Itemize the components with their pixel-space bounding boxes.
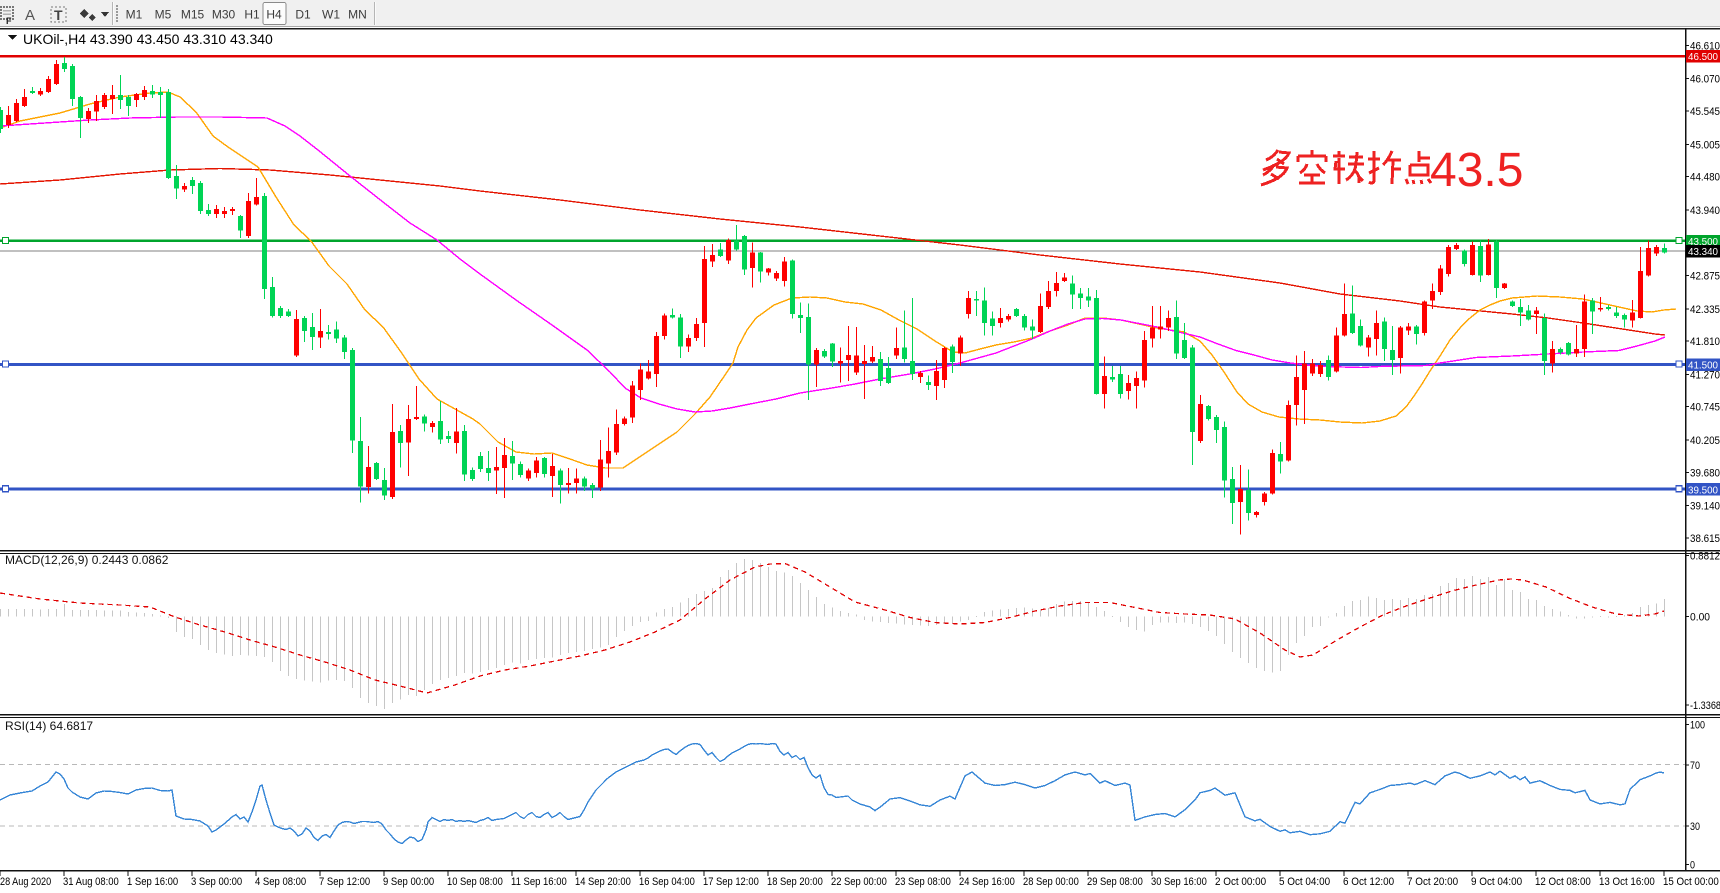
- svg-text:39.680: 39.680: [1690, 467, 1720, 479]
- svg-text:42.875: 42.875: [1690, 271, 1720, 283]
- svg-text:46.610: 46.610: [1690, 40, 1720, 52]
- svg-text:16 Sep 04:00: 16 Sep 04:00: [639, 876, 695, 888]
- svg-text:14 Sep 20:00: 14 Sep 20:00: [575, 876, 631, 888]
- svg-text:13 Oct 16:00: 13 Oct 16:00: [1599, 876, 1655, 888]
- svg-text:M5: M5: [155, 8, 172, 22]
- svg-text:40.205: 40.205: [1690, 435, 1720, 447]
- svg-text:5 Oct 04:00: 5 Oct 04:00: [1279, 876, 1330, 888]
- svg-text:MN: MN: [348, 8, 367, 22]
- svg-text:24 Sep 16:00: 24 Sep 16:00: [959, 876, 1015, 888]
- svg-text:38.615: 38.615: [1690, 533, 1720, 545]
- svg-text:9 Oct 04:00: 9 Oct 04:00: [1471, 876, 1522, 888]
- svg-text:43.340: 43.340: [1688, 246, 1718, 258]
- svg-text:70: 70: [1690, 760, 1700, 772]
- svg-text:UKOil-,H4 43.390 43.450 43.31: UKOil-,H4 43.390 43.450 43.310 43.340: [23, 31, 273, 47]
- svg-text:0: 0: [1690, 860, 1695, 872]
- svg-text:H4: H4: [266, 8, 282, 22]
- svg-text:W1: W1: [322, 8, 340, 22]
- svg-text:10 Sep 08:00: 10 Sep 08:00: [447, 876, 503, 888]
- svg-text:23 Sep 08:00: 23 Sep 08:00: [895, 876, 951, 888]
- svg-text:28 Sep 00:00: 28 Sep 00:00: [1023, 876, 1079, 888]
- svg-text:40.745: 40.745: [1690, 402, 1720, 414]
- svg-text:45.545: 45.545: [1690, 106, 1720, 118]
- svg-text:100: 100: [1690, 720, 1705, 732]
- svg-text:44.480: 44.480: [1690, 172, 1720, 184]
- svg-text:9 Sep 00:00: 9 Sep 00:00: [383, 876, 434, 888]
- svg-text:11 Sep 16:00: 11 Sep 16:00: [511, 876, 567, 888]
- svg-text:M15: M15: [181, 8, 205, 22]
- svg-text:M1: M1: [126, 8, 143, 22]
- svg-text:A: A: [25, 7, 35, 24]
- svg-text:39.140: 39.140: [1690, 501, 1720, 513]
- svg-text:-1.3368: -1.3368: [1690, 700, 1720, 712]
- svg-text:D1: D1: [295, 8, 311, 22]
- svg-text:T: T: [54, 7, 63, 23]
- svg-text:0.00: 0.00: [1690, 611, 1710, 623]
- svg-text:RSI(14) 64.6817: RSI(14) 64.6817: [5, 719, 93, 733]
- svg-text:28 Aug 2020: 28 Aug 2020: [0, 876, 51, 888]
- svg-text:41.500: 41.500: [1688, 360, 1718, 372]
- svg-text:29 Sep 08:00: 29 Sep 08:00: [1087, 876, 1143, 888]
- svg-text:MACD(12,26,9) 0.2443 0.0862: MACD(12,26,9) 0.2443 0.0862: [5, 553, 169, 567]
- svg-text:7 Sep 12:00: 7 Sep 12:00: [319, 876, 370, 888]
- svg-text:2 Oct 00:00: 2 Oct 00:00: [1215, 876, 1266, 888]
- svg-text:3 Sep 00:00: 3 Sep 00:00: [191, 876, 242, 888]
- svg-text:7 Oct 20:00: 7 Oct 20:00: [1407, 876, 1458, 888]
- svg-text:31 Aug 08:00: 31 Aug 08:00: [63, 876, 119, 888]
- svg-text:18 Sep 20:00: 18 Sep 20:00: [767, 876, 823, 888]
- svg-text:F: F: [6, 16, 12, 26]
- svg-text:43.5: 43.5: [1430, 144, 1523, 197]
- svg-text:15 Oct 00:00: 15 Oct 00:00: [1663, 876, 1719, 888]
- svg-text:0.8812: 0.8812: [1690, 551, 1720, 563]
- svg-text:41.270: 41.270: [1690, 369, 1720, 381]
- svg-text:42.335: 42.335: [1690, 304, 1720, 316]
- svg-text:4 Sep 08:00: 4 Sep 08:00: [255, 876, 306, 888]
- svg-text:6 Oct 12:00: 6 Oct 12:00: [1343, 876, 1394, 888]
- svg-text:30: 30: [1690, 821, 1700, 833]
- svg-text:H1: H1: [244, 8, 260, 22]
- svg-text:41.810: 41.810: [1690, 336, 1720, 348]
- svg-text:46.500: 46.500: [1688, 51, 1718, 63]
- svg-text:43.940: 43.940: [1690, 205, 1720, 217]
- svg-text:1 Sep 16:00: 1 Sep 16:00: [127, 876, 178, 888]
- svg-text:12 Oct 08:00: 12 Oct 08:00: [1535, 876, 1591, 888]
- svg-text:22 Sep 00:00: 22 Sep 00:00: [831, 876, 887, 888]
- svg-text:45.005: 45.005: [1690, 139, 1720, 151]
- svg-text:39.500: 39.500: [1688, 484, 1718, 496]
- svg-text:M30: M30: [212, 8, 236, 22]
- svg-text:30 Sep 16:00: 30 Sep 16:00: [1151, 876, 1207, 888]
- svg-text:46.070: 46.070: [1690, 74, 1720, 86]
- svg-text:17 Sep 12:00: 17 Sep 12:00: [703, 876, 759, 888]
